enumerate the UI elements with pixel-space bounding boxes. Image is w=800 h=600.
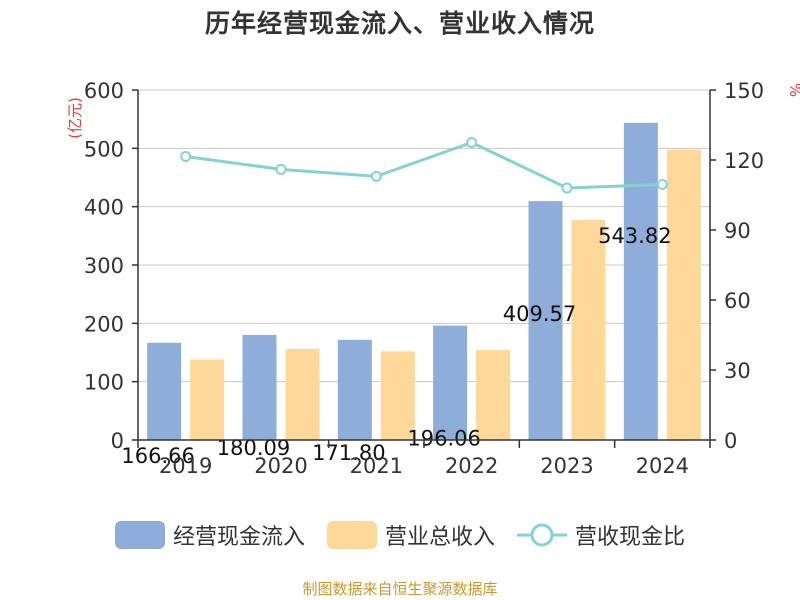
y-right-tick-label: 60 — [724, 289, 751, 313]
y-left-tick-label: 300 — [84, 254, 124, 278]
y-right-tick-label: 90 — [724, 219, 751, 243]
x-tick-label: 2021 — [350, 454, 403, 478]
y-left-tick-label: 200 — [84, 312, 124, 336]
y-right-tick-label: 0 — [724, 429, 737, 453]
bar-revenue — [666, 149, 701, 440]
bars — [147, 122, 701, 440]
bar-cash-inflow — [623, 122, 658, 440]
source-note: 制图数据来自恒生聚源数据库 — [302, 580, 498, 598]
y-left-tick-label: 400 — [84, 196, 124, 220]
bar-cash-inflow — [147, 342, 182, 440]
y-left-tick-label: 500 — [84, 137, 124, 161]
legend-label-cash-inflow: 经营现金流入 — [172, 525, 305, 550]
bar-cash-inflow — [337, 339, 372, 440]
ratio-point — [561, 182, 573, 194]
y-right-tick-label: 120 — [724, 149, 764, 173]
legend-label-ratio: 营收现金比 — [575, 525, 686, 550]
bar-revenue — [571, 220, 606, 440]
legend-item-ratio[interactable]: 营收现金比 — [517, 519, 685, 551]
data-label: 166.66 — [121, 444, 194, 468]
chart-title: 历年经营现金流入、营业收入情况 — [204, 9, 595, 38]
x-tick-label: 2020 — [254, 454, 307, 478]
data-label: 196.06 — [407, 427, 480, 451]
bar-cash-inflow — [528, 201, 563, 440]
bar-revenue — [476, 350, 511, 440]
data-label: 171.80 — [312, 441, 385, 465]
legend-swatch-cash-inflow — [114, 521, 165, 549]
legend-label-revenue: 营业总收入 — [384, 525, 495, 550]
legend-swatch-revenue — [326, 521, 377, 549]
ratio-line — [180, 137, 668, 194]
x-tick-label: 2023 — [540, 454, 593, 478]
y-right-tick-label: 30 — [724, 359, 751, 383]
x-tick-label: 2019 — [159, 454, 212, 478]
y-right-axis-label: % — [786, 83, 800, 97]
ratio-line-path — [185, 140, 663, 190]
bar-revenue — [190, 359, 225, 440]
ratio-point — [656, 179, 668, 190]
ratio-point — [275, 163, 287, 175]
axes: 0 100 200 300 400 500 600 0 30 60 90 120 150 2019 2020… — [84, 79, 764, 478]
x-tick-label: 2022 — [445, 454, 498, 478]
bar-cash-inflow — [433, 325, 468, 440]
legend-item-cash-inflow[interactable]: 经营现金流入 — [114, 519, 305, 551]
y-right-tick-label: 150 — [724, 79, 764, 103]
legend-item-revenue[interactable]: 营业总收入 — [326, 519, 495, 551]
data-label: 409.57 — [503, 302, 576, 326]
x-tick-label: 2024 — [636, 454, 689, 478]
bar-revenue — [380, 351, 415, 440]
bar-cash-inflow — [242, 334, 277, 440]
legend: 经营现金流入 营业总收入 营收现金比 — [0, 515, 800, 555]
bar-revenue — [285, 349, 320, 440]
y-left-axis-label: (亿元) — [66, 97, 84, 139]
legend-swatch-ratio — [517, 523, 567, 547]
y-left-tick-label: 600 — [84, 79, 124, 103]
grid-lines — [138, 89, 710, 383]
y-left-tick-label: 0 — [111, 429, 124, 453]
data-label: 543.82 — [598, 224, 671, 248]
ratio-point — [180, 151, 192, 162]
ratio-point — [466, 137, 478, 148]
y-left-tick-label: 100 — [84, 371, 124, 395]
ratio-point — [370, 170, 382, 182]
